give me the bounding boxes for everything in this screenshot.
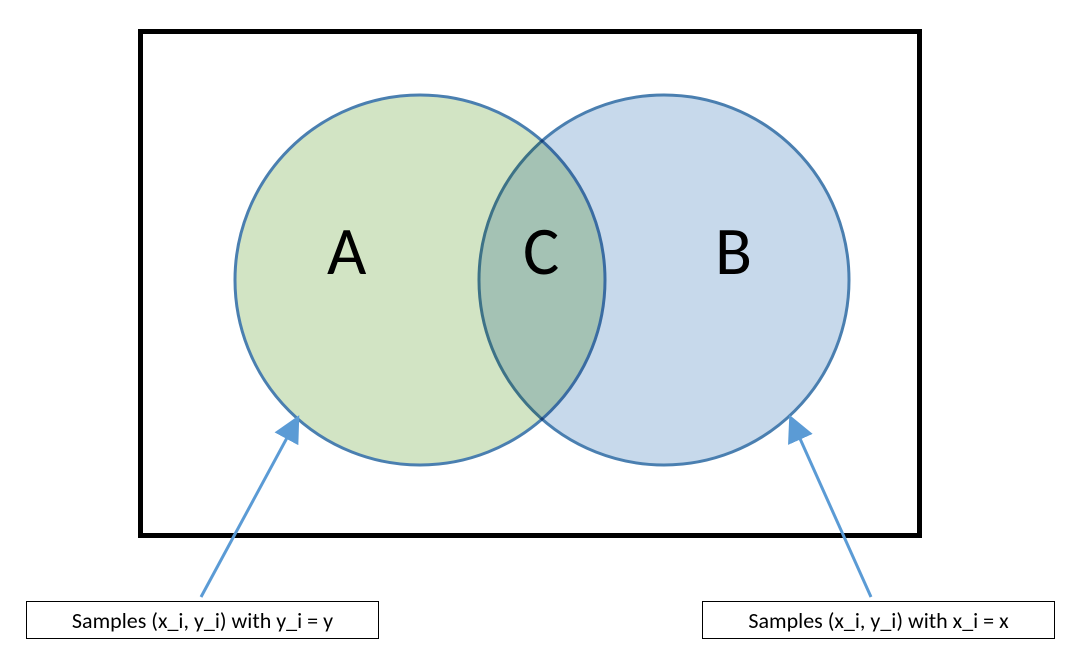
- annotation-text-right: Samples (x_i, y_i) with x_i = x: [748, 607, 1008, 634]
- annotation-text-left: Samples (x_i, y_i) with y_i = y: [72, 607, 333, 634]
- annotation-box-right: Samples (x_i, y_i) with x_i = x: [702, 601, 1055, 639]
- region-label-c: C: [523, 210, 559, 293]
- region-label-a: A: [327, 210, 366, 293]
- annotation-box-left: Samples (x_i, y_i) with y_i = y: [26, 601, 379, 639]
- region-label-b: B: [715, 210, 752, 293]
